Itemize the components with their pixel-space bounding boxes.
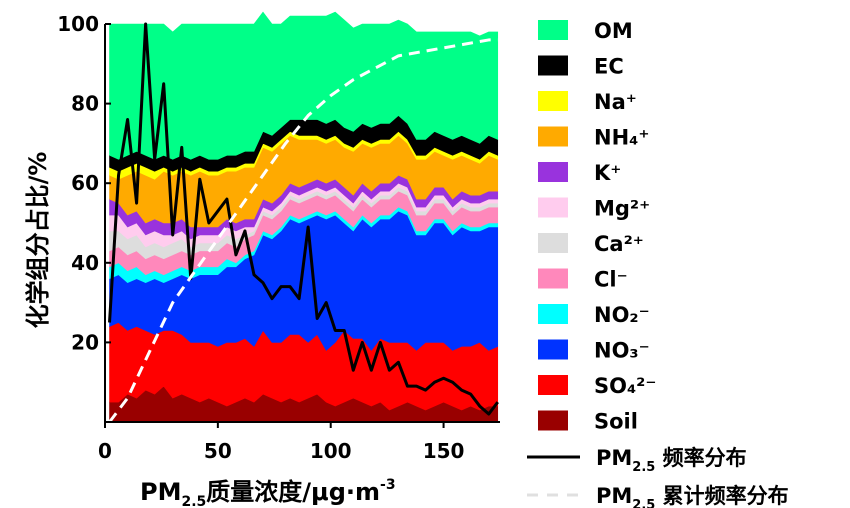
- legend-label-10: SO₄²⁻: [594, 374, 656, 398]
- x-tick-label: 150: [423, 439, 465, 463]
- legend-swatch: [538, 20, 568, 40]
- y-tick-label: 80: [71, 92, 99, 116]
- line-legend-cumulative-label: PM2.5 累计频率分布: [596, 484, 789, 508]
- legend-swatch: [538, 126, 568, 147]
- legend-swatch: [538, 233, 568, 253]
- frequency-lines: [108, 22, 499, 423]
- legend: OM EC Na⁺ NH₄⁺ K⁺ Mg²⁺ Ca²⁺ Cl⁻ NO₂⁻ NO₃⁻ SO₄²⁻ Soi…: [538, 19, 656, 434]
- y-ticks: 20 40 60 80 100: [57, 12, 111, 354]
- legend-swatch: [538, 197, 568, 218]
- x-tick-label: 50: [204, 439, 232, 463]
- legend-label-9: NO₃⁻: [594, 339, 650, 363]
- axes: [104, 24, 500, 423]
- legend-label-3: NH₄⁺: [594, 126, 649, 150]
- y-tick-label: 100: [57, 12, 99, 36]
- y-tick-label: 20: [71, 330, 99, 354]
- y-tick-label: 40: [71, 251, 99, 275]
- legend-swatch: [538, 410, 568, 431]
- legend-label-7: Cl⁻: [594, 268, 628, 292]
- legend-swatch: [538, 268, 568, 289]
- x-axis-title: PM2.5质量浓度/μg·m-3: [140, 477, 396, 508]
- y-tick-label: 60: [71, 171, 99, 195]
- legend-swatch: [538, 339, 568, 360]
- legend-swatch: [538, 91, 568, 111]
- legend-swatch: [538, 304, 568, 324]
- legend-label-6: Ca²⁺: [594, 232, 644, 256]
- legend-label-4: K⁺: [594, 161, 621, 185]
- x-ticks: 0 50 100 150: [98, 422, 464, 463]
- x-tick-label: 0: [98, 439, 112, 463]
- legend-swatch: [538, 375, 568, 395]
- area-series-12: [109, 11, 499, 160]
- stacked-areas: [109, 11, 499, 423]
- y-axis-title: 化学组分占比/%: [24, 152, 52, 329]
- legend-swatch: [538, 162, 568, 182]
- legend-label-11: Soil: [594, 410, 638, 434]
- x-tick-label: 100: [310, 439, 352, 463]
- line-legend-frequency-label: PM2.5 频率分布: [596, 446, 747, 475]
- frequency-line: [108, 22, 499, 416]
- legend-label-5: Mg²⁺: [594, 197, 650, 221]
- cumulative-frequency-line: [108, 38, 498, 423]
- legend-label-2: Na⁺: [594, 90, 637, 114]
- legend-label-0: OM: [594, 19, 633, 43]
- legend-swatch: [538, 55, 568, 76]
- legend-label-1: EC: [594, 55, 624, 79]
- line-legend: PM2.5 频率分布 PM2.5 累计频率分布: [527, 446, 789, 508]
- legend-label-8: NO₂⁻: [594, 303, 650, 327]
